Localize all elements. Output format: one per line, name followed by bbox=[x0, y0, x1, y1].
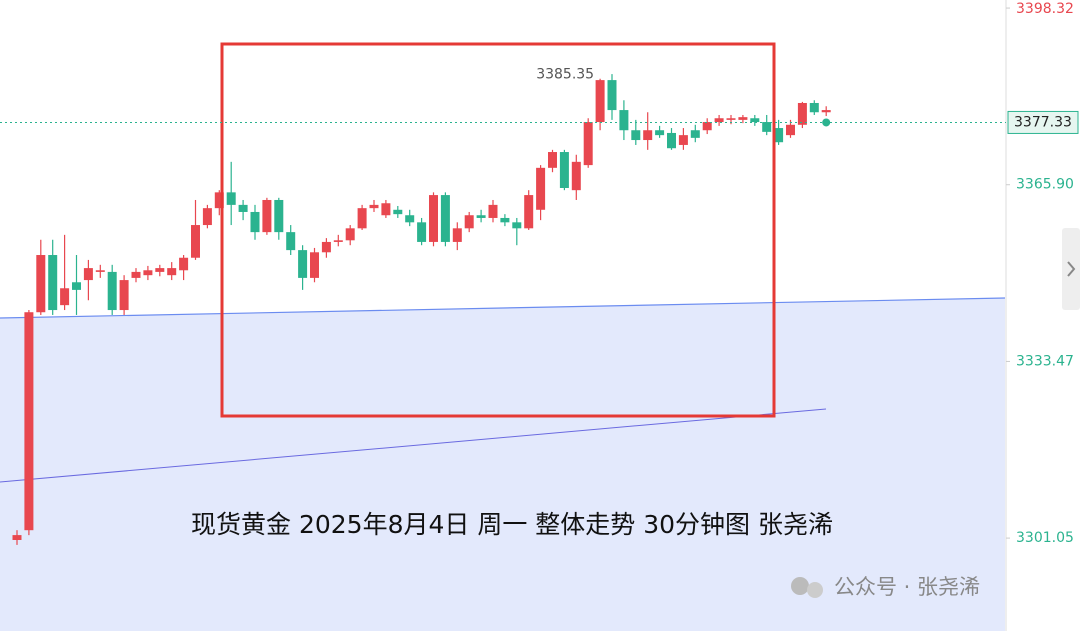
candle-body bbox=[95, 270, 105, 272]
candle-body bbox=[678, 135, 688, 145]
candle-body bbox=[405, 215, 415, 223]
candle-body bbox=[595, 80, 605, 123]
candle-body bbox=[488, 204, 498, 218]
candle-body bbox=[298, 250, 308, 278]
candle-body bbox=[155, 268, 165, 272]
chart-title: 现货黄金 2025年8月4日 周一 整体走势 30分钟图 张尧浠 bbox=[191, 510, 833, 539]
candle-body bbox=[690, 130, 700, 138]
y-tick-label: 3333.47 bbox=[1016, 353, 1074, 369]
candle-body bbox=[786, 124, 795, 136]
y-tick-label: 3301.05 bbox=[1016, 530, 1074, 546]
candle-body bbox=[655, 130, 665, 136]
candle-body bbox=[452, 228, 462, 242]
candle-body bbox=[464, 215, 474, 229]
side-tab-arrow bbox=[1067, 261, 1076, 277]
trend-line bbox=[0, 408, 827, 483]
candle-body bbox=[238, 204, 248, 212]
candle-body bbox=[762, 122, 772, 132]
candle-body bbox=[536, 167, 546, 210]
side-tab[interactable] bbox=[1062, 228, 1080, 310]
candle-body bbox=[48, 255, 58, 311]
candle-body bbox=[774, 128, 784, 143]
candle-body bbox=[667, 132, 676, 149]
watermark-text: 公众号 · 张尧浠 bbox=[834, 575, 980, 599]
candle-body bbox=[750, 118, 760, 123]
candle-body bbox=[440, 195, 450, 242]
candle-body bbox=[202, 208, 212, 226]
candle-body bbox=[583, 122, 593, 166]
candle-body bbox=[393, 209, 403, 215]
candle-body bbox=[702, 122, 712, 131]
candle-body bbox=[36, 255, 46, 313]
trend-line bbox=[0, 297, 1006, 319]
current-price-label: 3377.33 bbox=[1014, 114, 1072, 130]
candle-body bbox=[107, 271, 117, 311]
candle-body bbox=[226, 192, 236, 205]
candle-body bbox=[12, 535, 22, 541]
candle-body bbox=[548, 152, 557, 168]
candle-body bbox=[179, 257, 189, 271]
candle-body bbox=[167, 268, 177, 276]
candle-body bbox=[369, 204, 379, 209]
candle-body bbox=[381, 203, 391, 216]
candle-body bbox=[83, 268, 93, 281]
candle-body bbox=[607, 80, 617, 111]
candle-body bbox=[333, 240, 343, 242]
candle-body bbox=[345, 228, 355, 241]
candle-body bbox=[143, 270, 153, 276]
y-tick-label: 3365.90 bbox=[1016, 177, 1074, 193]
current-price-dot bbox=[822, 118, 831, 127]
candle-body bbox=[286, 232, 296, 251]
candle-body bbox=[738, 117, 748, 120]
candle-body bbox=[191, 225, 200, 258]
candle-body bbox=[500, 217, 510, 223]
candle-body bbox=[214, 192, 224, 209]
candle-body bbox=[429, 195, 438, 242]
candle-body bbox=[417, 222, 427, 242]
candle-body bbox=[809, 102, 819, 113]
candle-body bbox=[262, 199, 272, 233]
candle-body bbox=[250, 211, 260, 233]
candle-body bbox=[631, 130, 641, 141]
watermark: 公众号 · 张尧浠 bbox=[791, 575, 980, 599]
max-label: 3385.35 bbox=[536, 67, 594, 83]
candle-body bbox=[714, 118, 724, 123]
highlight-box bbox=[220, 42, 776, 418]
candle-body bbox=[274, 199, 284, 233]
current-price-box bbox=[1007, 110, 1079, 134]
candle-body bbox=[310, 252, 319, 278]
candle-body bbox=[643, 130, 653, 141]
candle-body bbox=[72, 282, 81, 290]
candle-body bbox=[131, 271, 141, 278]
candle-body bbox=[726, 118, 736, 120]
candle-body bbox=[357, 208, 367, 229]
candle-body bbox=[60, 288, 70, 306]
candle-body bbox=[571, 161, 581, 191]
candle-body bbox=[524, 195, 534, 229]
candle-body bbox=[797, 102, 807, 125]
trend-zone bbox=[0, 298, 1005, 631]
candle-body bbox=[119, 280, 129, 311]
candle-body bbox=[512, 222, 522, 229]
candle-body bbox=[476, 215, 486, 218]
candle-body bbox=[24, 312, 34, 531]
y-tick-label: 3398.32 bbox=[1016, 1, 1074, 17]
candle-body bbox=[821, 110, 831, 113]
candle-body bbox=[321, 241, 331, 253]
candle-body bbox=[619, 110, 629, 131]
candle-body bbox=[559, 152, 569, 188]
